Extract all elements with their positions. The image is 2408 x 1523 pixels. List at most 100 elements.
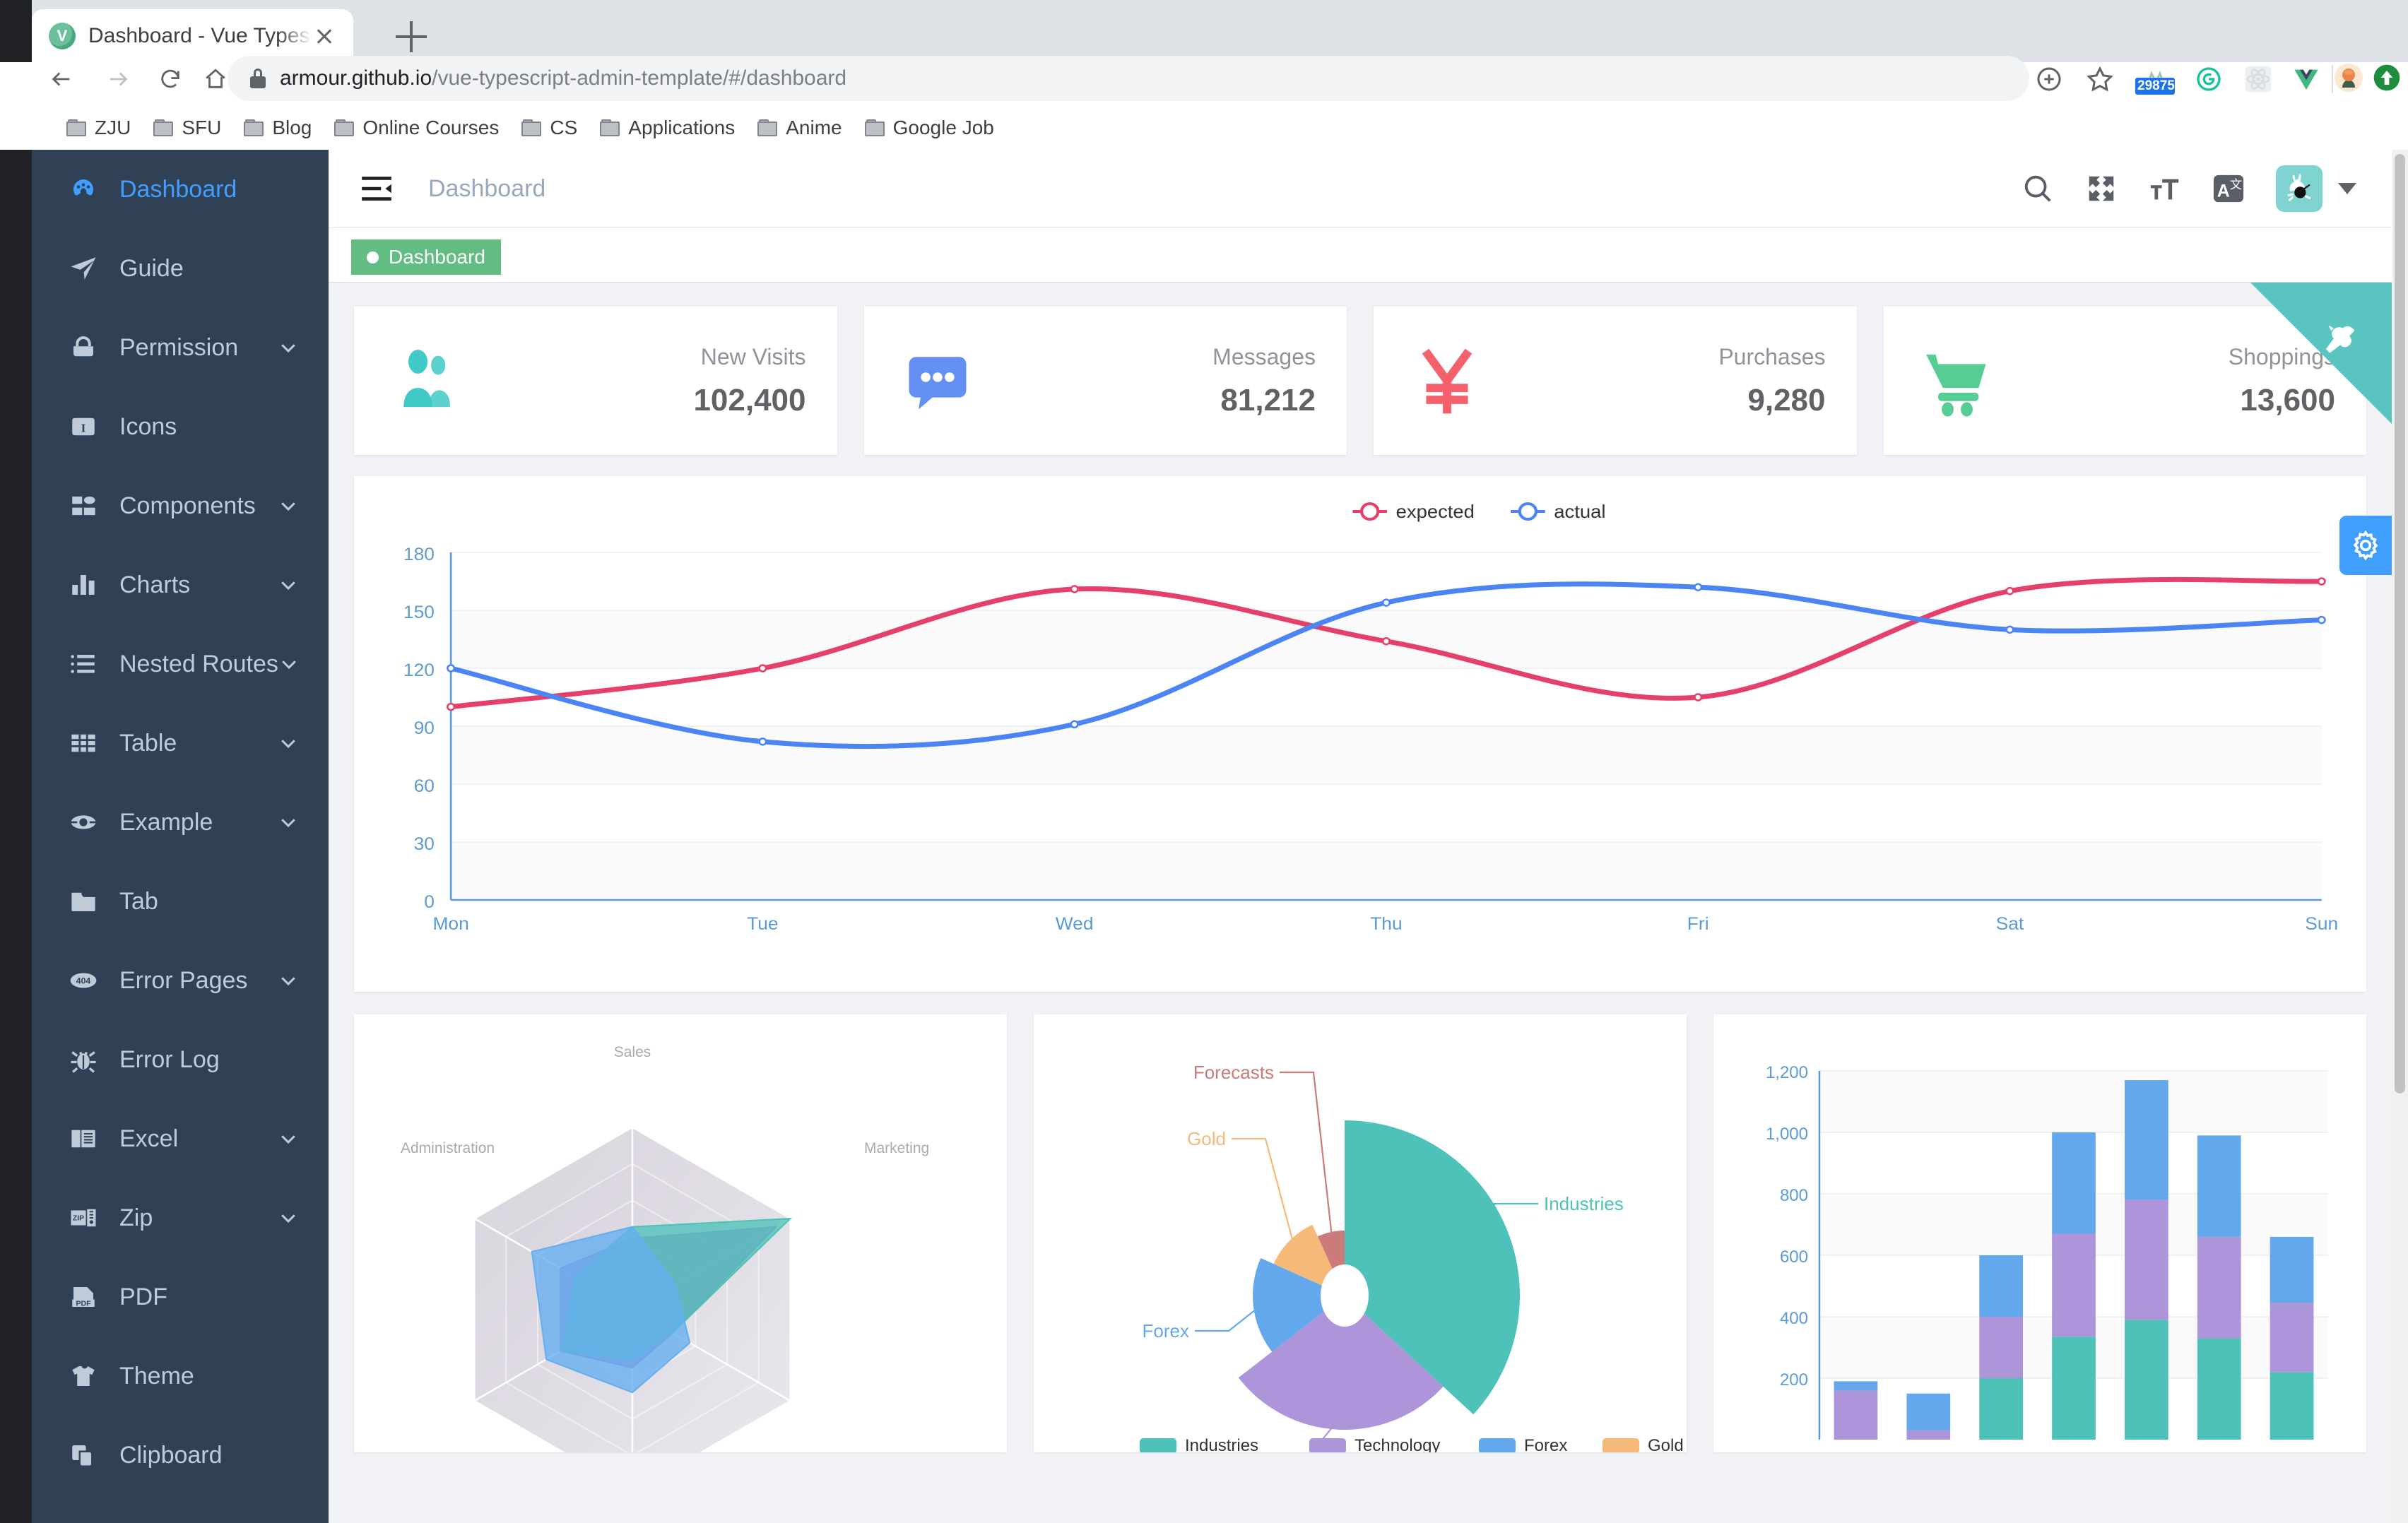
address-bar[interactable]: armour.github.io/vue-typescript-admin-te… xyxy=(228,56,2029,101)
chevron-down-icon[interactable] xyxy=(278,1128,299,1149)
sidebar-item-error-log[interactable]: Error Log xyxy=(32,1020,329,1099)
weekly-line-chart-panel[interactable]: 0 30 60 90 120 150 180 Mon Tue Wed Thu Fri Sat Sun exp… xyxy=(354,476,2366,992)
sidebar-item-tab[interactable]: Tab xyxy=(32,862,329,941)
window-edge-left-body xyxy=(0,150,32,1523)
bookmark-online-courses[interactable]: Online Courses xyxy=(323,112,510,143)
profile-avatar-icon[interactable] xyxy=(2333,64,2364,92)
svg-text:404: 404 xyxy=(76,976,91,986)
sidebar-item-clipboard[interactable]: Clipboard xyxy=(32,1416,329,1495)
svg-text:400: 400 xyxy=(1780,1309,1808,1328)
sidebar-item-pdf[interactable]: PDF PDF xyxy=(32,1257,329,1337)
sidebar-item-label: PDF xyxy=(119,1283,167,1310)
scrollbar-thumb[interactable] xyxy=(2395,154,2405,1094)
back-arrow-icon[interactable] xyxy=(49,67,73,91)
chevron-down-icon[interactable] xyxy=(278,653,300,675)
sidebar-item-dashboard[interactable]: Dashboard xyxy=(32,150,329,229)
chevron-down-icon[interactable] xyxy=(278,337,299,358)
people-icon xyxy=(385,338,470,423)
page-scrollbar[interactable] xyxy=(2392,150,2408,1523)
chevron-down-icon[interactable] xyxy=(278,733,299,754)
svg-text:180: 180 xyxy=(403,545,435,564)
bookmark-label: Blog xyxy=(272,117,312,138)
sidebar-item-nested-routes[interactable]: Nested Routes xyxy=(32,624,329,704)
chevron-down-icon[interactable] xyxy=(278,812,299,833)
momentum-extension-icon[interactable]: 29875 xyxy=(2135,65,2175,95)
bookmark-label: Anime xyxy=(786,117,842,138)
font-size-icon[interactable] xyxy=(2149,172,2181,205)
stat-card-new-visits[interactable]: New Visits 102,400 xyxy=(354,307,837,455)
reload-icon[interactable] xyxy=(158,67,182,91)
clipboard-icon xyxy=(67,1439,100,1471)
search-icon[interactable] xyxy=(2022,172,2054,205)
grammarly-extension-icon[interactable] xyxy=(2195,65,2223,93)
sidebar-item-charts[interactable]: Charts xyxy=(32,545,329,624)
home-icon[interactable] xyxy=(203,67,228,91)
fullscreen-icon[interactable] xyxy=(2085,172,2118,205)
department-radar-chart: SalesMarketingDevelopmentCustomer Suppor… xyxy=(401,1044,929,1452)
bookmark-cs[interactable]: CS xyxy=(510,112,589,143)
stacked-bar-chart-panel[interactable]: 200 400 600 800 1,000 1,200 xyxy=(1713,1014,2366,1452)
sidebar-item-theme[interactable]: Theme xyxy=(32,1337,329,1416)
chevron-down-icon[interactable] xyxy=(2338,183,2356,194)
sidebar-item-example[interactable]: Example xyxy=(32,783,329,862)
bookmark-star-icon[interactable] xyxy=(2086,65,2114,93)
sidebar-item-error-pages[interactable]: 404 Error Pages xyxy=(32,941,329,1020)
bookmark-sfu[interactable]: SFU xyxy=(142,112,232,143)
vue-devtools-extension-icon[interactable] xyxy=(2292,65,2320,93)
sidebar-item-zip[interactable]: ZIP Zip xyxy=(32,1178,329,1257)
sidebar-item-label: Charts xyxy=(119,571,191,598)
stat-card-shoppings[interactable]: Shoppings 13,600 xyxy=(1883,307,2366,455)
new-tab-button[interactable] xyxy=(396,21,427,52)
sidebar-item-permission[interactable]: Permission xyxy=(32,308,329,387)
tag-label: Dashboard xyxy=(389,246,485,268)
react-devtools-extension-icon[interactable] xyxy=(2244,65,2272,93)
svg-text:0: 0 xyxy=(424,893,435,912)
breadcrumb[interactable]: Dashboard xyxy=(428,174,546,202)
browser-tab[interactable]: V Dashboard - Vue Typescript Ad xyxy=(32,9,353,62)
svg-text:Sat: Sat xyxy=(1996,915,2024,934)
svg-text:30: 30 xyxy=(414,835,435,854)
sidebar-item-excel[interactable]: Excel xyxy=(32,1099,329,1178)
bookmark-anime[interactable]: Anime xyxy=(746,112,853,143)
settings-fab-button[interactable] xyxy=(2339,516,2392,575)
bookmark-zju[interactable]: ZJU xyxy=(55,112,142,143)
stat-value: 102,400 xyxy=(693,382,806,417)
portfolio-rose-chart-panel[interactable]: Industries Technology Forex Gold Forecasts In… xyxy=(1034,1014,1687,1452)
sidebar-item-guide[interactable]: Guide xyxy=(32,229,329,308)
update-chrome-icon[interactable] xyxy=(2371,64,2402,92)
sidebar-item-table[interactable]: Table xyxy=(32,704,329,783)
chevron-down-icon[interactable] xyxy=(278,970,299,991)
guide-icon xyxy=(67,252,100,285)
stat-card-purchases[interactable]: Purchases 9,280 xyxy=(1374,307,1857,455)
tag-dashboard[interactable]: Dashboard xyxy=(351,239,501,275)
chevron-down-icon[interactable] xyxy=(278,495,299,516)
bookmark-blog[interactable]: Blog xyxy=(232,112,323,143)
portfolio-rose-chart: Industries Technology Forex Gold Forecasts In… xyxy=(1140,1062,1684,1452)
sidebar-item-icons[interactable]: I Icons xyxy=(32,387,329,466)
chevron-down-icon[interactable] xyxy=(278,1207,299,1228)
chevron-down-icon[interactable] xyxy=(278,574,299,595)
bookmark-google-job[interactable]: Google Job xyxy=(854,112,1005,143)
svg-text:60: 60 xyxy=(414,777,435,796)
sidebar-item-components[interactable]: Components xyxy=(32,466,329,545)
stat-value: 81,212 xyxy=(1220,382,1316,417)
department-radar-chart-panel[interactable]: SalesMarketingDevelopmentCustomer Suppor… xyxy=(354,1014,1007,1452)
forward-arrow-icon[interactable] xyxy=(106,67,130,91)
svg-text:文: 文 xyxy=(2230,177,2242,191)
close-tab-icon[interactable] xyxy=(312,24,336,48)
avatar[interactable] xyxy=(2276,165,2323,212)
folder-icon xyxy=(757,119,778,136)
stat-text: New Visits 102,400 xyxy=(693,344,805,418)
stat-card-messages[interactable]: Messages 81,212 xyxy=(863,307,1347,455)
svg-text:Industries: Industries xyxy=(1185,1436,1258,1452)
nested-routes-icon xyxy=(67,648,100,680)
bookmark-applications[interactable]: Applications xyxy=(589,112,746,143)
folder-icon xyxy=(521,119,542,136)
hamburger-collapse-icon[interactable] xyxy=(359,171,394,206)
install-app-icon[interactable] xyxy=(2035,65,2063,93)
svg-text:I: I xyxy=(81,422,85,435)
svg-text:Forecasts: Forecasts xyxy=(1193,1062,1274,1083)
sidebar-item-label: Excel xyxy=(119,1125,179,1152)
